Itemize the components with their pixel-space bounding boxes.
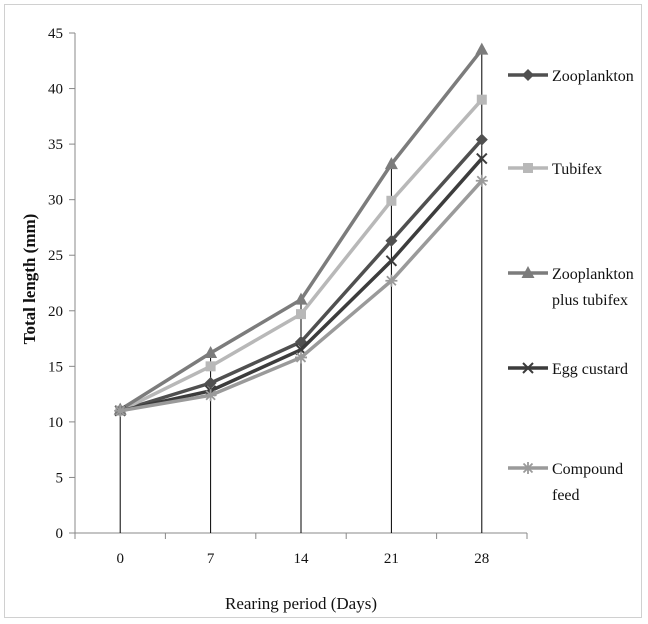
data-point [294,292,308,305]
data-point [204,389,217,402]
data-point [475,133,488,146]
legend-entry: Compound feed [508,461,623,504]
axes: 0 5 10 15 20 25 30 35 40 45 0 7 14 21 28 [48,26,528,567]
x-tick-label: 7 [207,551,215,567]
data-point [385,255,398,267]
x-tick-label: 28 [474,551,489,567]
y-tick-label: 30 [48,193,63,209]
x-tick-label: 21 [384,551,399,567]
y-tick-label: 45 [48,26,63,42]
series-compound-feed [114,174,488,417]
x-tick-label: 0 [116,551,124,567]
legend-entry: Zooplankton [508,68,634,85]
legend-label: plus tubifex [552,292,628,309]
legend-marker [523,163,533,173]
y-tick-label: 40 [48,82,63,98]
y-tick-label: 15 [48,359,63,375]
data-point [296,309,306,320]
data-point [385,274,398,287]
y-axis-title: Total length (mm) [20,214,39,345]
data-point [476,152,488,165]
legend-label: Zooplankton [552,68,634,85]
line-chart: 0 5 10 15 20 25 30 35 40 45 0 7 14 21 28 Zooplankton Tu… [20,26,634,613]
data-point [476,94,487,105]
data-point [205,361,216,372]
legend-marker [522,362,534,374]
x-tick-label: 14 [294,551,310,567]
data-point [385,234,398,247]
legend-label: feed [552,487,580,504]
drop-lines [119,49,483,533]
legend-marker [521,266,535,278]
data-point [386,195,397,206]
legend-label: Zooplankton [552,266,634,283]
y-tick-label: 35 [48,137,63,153]
data-point [475,42,489,55]
y-tick-label: 0 [56,526,64,542]
legend-label: Egg custard [552,361,628,378]
legend-marker [522,462,534,474]
data-point [114,404,127,417]
data-point [204,377,217,389]
legend-entry: Zooplankton plus tubifex [508,266,634,309]
legend-entry: Egg custard [508,361,628,378]
data-point [384,157,398,170]
y-tick-label: 5 [56,470,64,486]
y-tick-label: 10 [48,415,63,431]
legend-marker [522,69,534,81]
legend-label: Compound [552,461,623,478]
y-tick-label: 25 [48,248,63,264]
data-point [204,346,218,358]
legend: Zooplankton Tubifex Zooplankton plus tubife… [508,68,634,504]
y-tick-label: 20 [48,304,63,320]
data-point [475,174,488,187]
x-axis-title: Rearing period (Days) [225,594,377,613]
data-point [295,351,307,364]
legend-label: Tubifex [552,161,602,178]
legend-entry: Tubifex [508,161,602,178]
chart-frame: 0 5 10 15 20 25 30 35 40 45 0 7 14 21 28 Zooplankton Tu… [4,4,642,618]
series-layer [113,42,489,417]
